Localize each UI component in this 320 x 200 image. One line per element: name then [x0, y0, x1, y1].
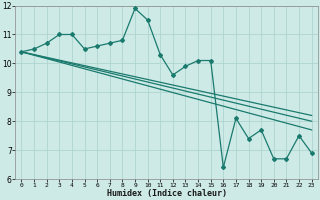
X-axis label: Humidex (Indice chaleur): Humidex (Indice chaleur) — [107, 189, 227, 198]
